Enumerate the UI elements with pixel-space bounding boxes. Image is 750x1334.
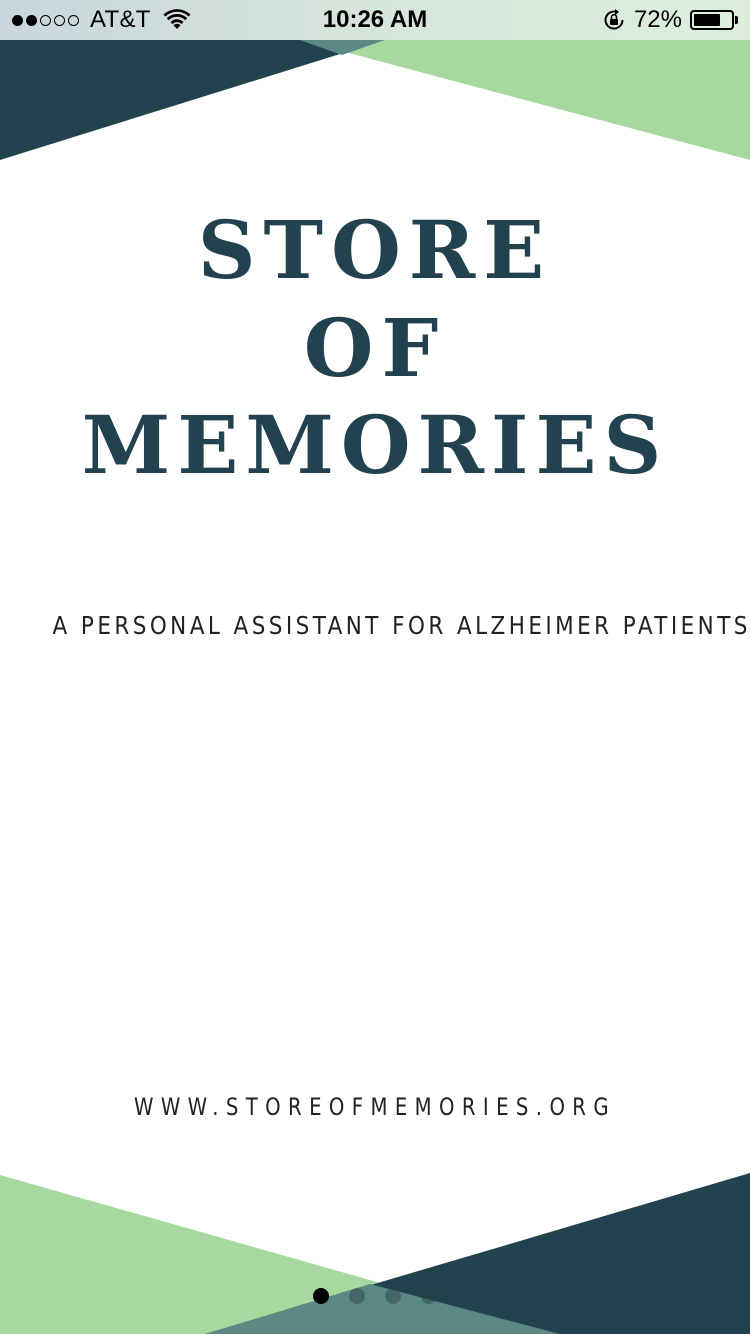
signal-dot [26,14,37,26]
status-bar: AT&T 10:26 AM 72% [0,0,750,40]
signal-dot [12,14,23,26]
bottom-overlap-shade [205,1284,560,1334]
signal-strength-icon [12,14,82,26]
battery-body [690,10,734,30]
carrier-name: AT&T [90,6,151,33]
status-bar-right: 72% [602,0,740,40]
wifi-icon [163,9,191,29]
app-title-line-2: OF [303,301,447,395]
battery-tip [735,16,738,24]
page-dot-4[interactable] [421,1288,437,1304]
rotation-lock-icon [604,9,624,30]
page-indicator[interactable] [0,1288,750,1304]
page-dot-3[interactable] [385,1288,401,1304]
battery-icon [690,10,740,30]
top-overlap-shade [300,40,385,55]
top-navy-triangle [0,40,385,160]
app-tagline: A PERSONAL ASSISTANT FOR ALZHEIMER PATIE… [52,611,750,640]
page-dot-2[interactable] [349,1288,365,1304]
app-title-line-1: STORE [197,203,553,297]
signal-dot [54,14,65,26]
page-dot-1[interactable] [313,1288,329,1304]
battery-percentage: 72% [633,6,682,33]
website-link[interactable]: WWW.STOREOFMEMORIES.ORG [133,1093,617,1121]
battery-level-fill [694,14,720,26]
app-title-line-3: MEMORIES [81,398,669,492]
top-decorative-band [0,40,750,160]
top-green-triangle [300,40,750,160]
bottom-decorative-band [0,1173,750,1334]
signal-dot [40,14,51,26]
signal-dot [68,14,79,26]
status-bar-left: AT&T [12,0,191,40]
